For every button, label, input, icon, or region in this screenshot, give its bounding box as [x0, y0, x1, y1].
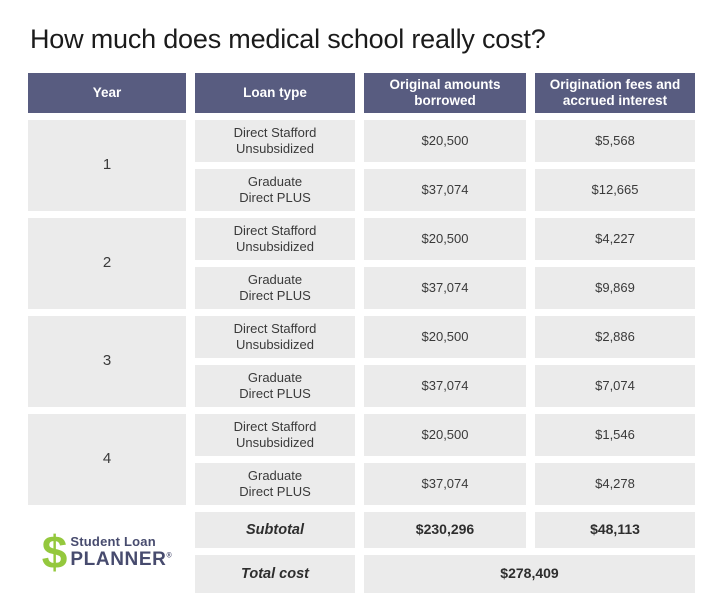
loan-type-cell: Graduate Direct PLUS: [195, 169, 355, 211]
subtotal-fees-cell: $48,113: [535, 512, 695, 548]
cost-table: Year Loan type Original amounts borrowed…: [28, 73, 695, 593]
borrowed-cell: $37,074: [364, 169, 526, 211]
year-cell-1: 1: [28, 120, 186, 211]
borrowed-cell: $37,074: [364, 365, 526, 407]
subtotal-label: Subtotal: [195, 512, 355, 548]
column-header-year: Year: [28, 73, 186, 113]
brand-logo: $ Student Loan PLANNER®: [28, 512, 186, 593]
loan-type-cell: Graduate Direct PLUS: [195, 267, 355, 309]
year-cell-2: 2: [28, 218, 186, 309]
loan-type-cell: Direct Stafford Unsubsidized: [195, 120, 355, 162]
fees-cell: $9,869: [535, 267, 695, 309]
fees-cell: $4,278: [535, 463, 695, 505]
column-header-loan-type: Loan type: [195, 73, 355, 113]
fees-cell: $5,568: [535, 120, 695, 162]
borrowed-cell: $37,074: [364, 267, 526, 309]
student-loan-planner-logo: $ Student Loan PLANNER®: [41, 525, 173, 578]
subtotal-borrowed-cell: $230,296: [364, 512, 526, 548]
logo-planner-word: PLANNER: [70, 548, 167, 570]
loan-type-cell: Direct Stafford Unsubsidized: [195, 316, 355, 358]
borrowed-cell: $20,500: [364, 414, 526, 456]
fees-cell: $7,074: [535, 365, 695, 407]
borrowed-cell: $37,074: [364, 463, 526, 505]
total-cost-label: Total cost: [195, 555, 355, 593]
loan-type-cell: Direct Stafford Unsubsidized: [195, 414, 355, 456]
year-cell-3: 3: [28, 316, 186, 407]
loan-type-cell: Graduate Direct PLUS: [195, 365, 355, 407]
logo-text: Student Loan PLANNER®: [70, 534, 173, 570]
registered-trademark-symbol: ®: [166, 552, 173, 560]
borrowed-cell: $20,500: [364, 120, 526, 162]
column-header-fees: Origination fees and accrued interest: [535, 73, 695, 113]
fees-cell: $12,665: [535, 169, 695, 211]
fees-cell: $4,227: [535, 218, 695, 260]
borrowed-cell: $20,500: [364, 316, 526, 358]
fees-cell: $2,886: [535, 316, 695, 358]
page-title: How much does medical school really cost…: [30, 24, 546, 54]
dollar-sign-icon: $: [41, 525, 68, 578]
column-header-borrowed: Original amounts borrowed: [364, 73, 526, 113]
loan-type-cell: Graduate Direct PLUS: [195, 463, 355, 505]
total-cost-value-cell: $278,409: [364, 555, 695, 593]
year-cell-4: 4: [28, 414, 186, 505]
logo-line-planner: PLANNER®: [70, 548, 173, 570]
loan-type-cell: Direct Stafford Unsubsidized: [195, 218, 355, 260]
fees-cell: $1,546: [535, 414, 695, 456]
logo-line-student-loan: Student Loan: [70, 534, 156, 550]
borrowed-cell: $20,500: [364, 218, 526, 260]
